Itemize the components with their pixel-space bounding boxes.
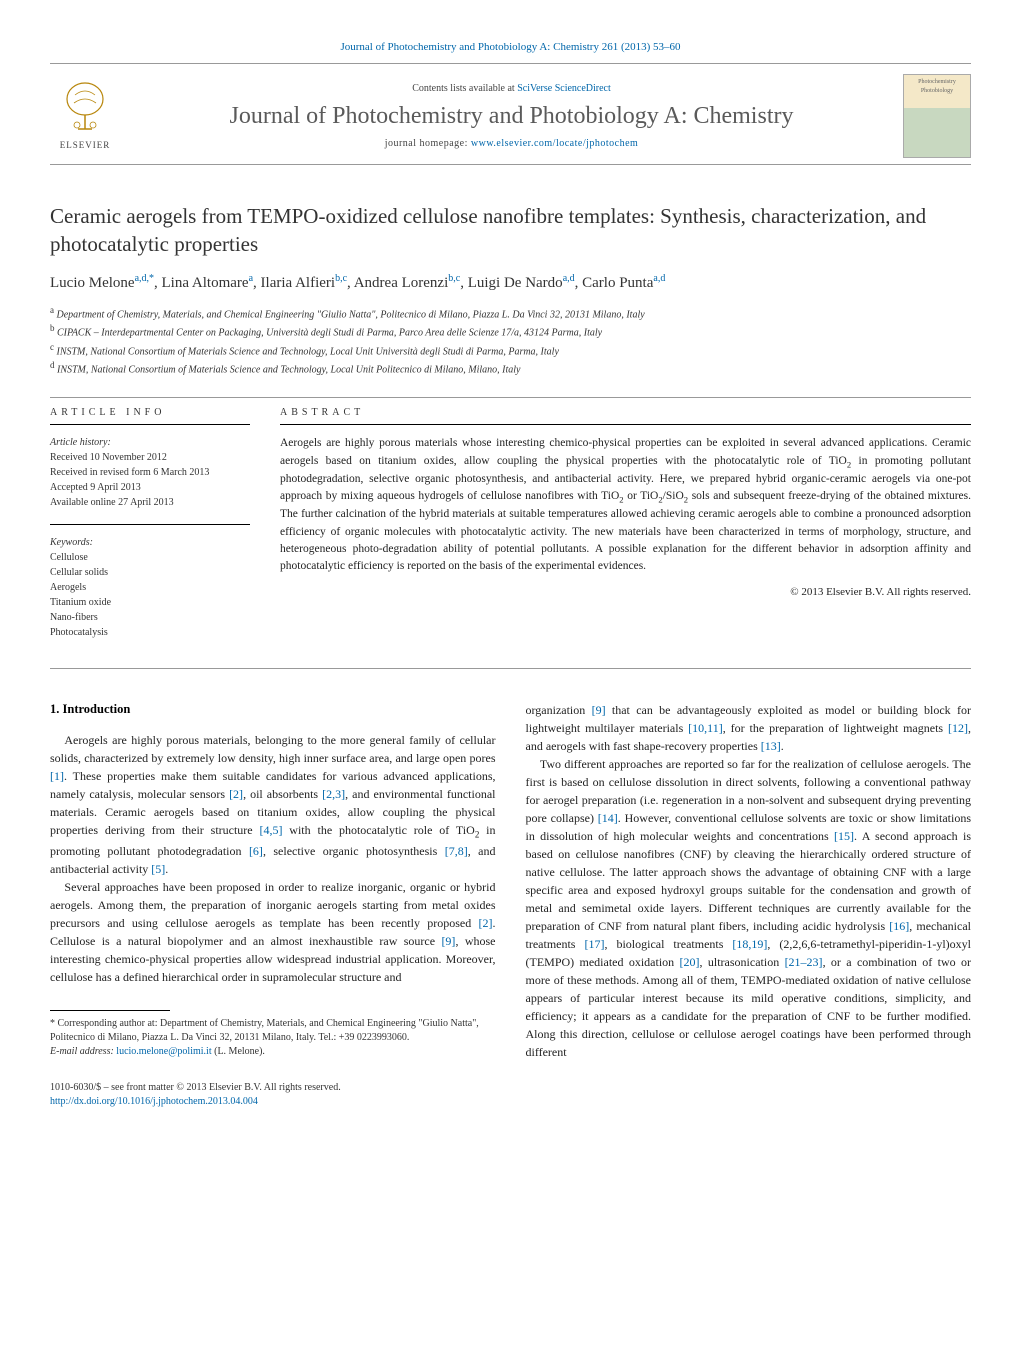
contents-prefix: Contents lists available at [412,83,517,94]
footnote-star: * [50,1018,55,1029]
elsevier-tree-icon [60,81,110,137]
body-column-right: organization [9] that can be advantageou… [526,701,972,1061]
copyright-line: © 2013 Elsevier B.V. All rights reserved… [280,585,971,600]
article-info-column: ARTICLE INFO Article history: Received 1… [50,406,250,654]
cover-text: Photochemistry Photobiology [907,78,967,95]
abstract-column: ABSTRACT Aerogels are highly porous mate… [280,406,971,654]
affiliation-line: c INSTM, National Consortium of Material… [50,341,971,359]
info-rule-1 [50,424,250,425]
homepage-prefix: journal homepage: [385,138,471,149]
intro-para-1: Aerogels are highly porous materials, be… [50,731,496,878]
affiliation-line: d INSTM, National Consortium of Material… [50,359,971,377]
body-columns: 1. Introduction Aerogels are highly poro… [50,701,971,1061]
affiliations: a Department of Chemistry, Materials, an… [50,304,971,377]
history-head: Article history: [50,435,250,450]
article-history: Article history: Received 10 November 20… [50,435,250,510]
journal-title: Journal of Photochemistry and Photobiolo… [130,102,893,131]
footnote-text: Corresponding author at: Department of C… [50,1018,479,1043]
sciencedirect-link[interactable]: SciVerse ScienceDirect [517,83,611,94]
issn-line: 1010-6030/$ – see front matter © 2013 El… [50,1081,971,1095]
rule-top [50,63,971,64]
article-info-label: ARTICLE INFO [50,406,250,420]
keyword-item: Aerogels [50,580,250,595]
masthead: ELSEVIER Contents lists available at Sci… [50,74,971,158]
corresponding-author-footnote: * Corresponding author at: Department of… [50,1017,496,1059]
doi-link[interactable]: http://dx.doi.org/10.1016/j.jphotochem.2… [50,1095,971,1109]
intro-para-2: Several approaches have been proposed in… [50,878,496,986]
history-line: Available online 27 April 2013 [50,495,250,510]
intro-para-4: Two different approaches are reported so… [526,755,972,1061]
intro-heading: 1. Introduction [50,701,496,719]
history-line: Received in revised form 6 March 2013 [50,465,250,480]
email-label: E-mail address: [50,1046,116,1057]
keywords-head: Keywords: [50,535,250,550]
history-line: Accepted 9 April 2013 [50,480,250,495]
intro-para-3: organization [9] that can be advantageou… [526,701,972,755]
keywords-block: Keywords: CelluloseCellular solidsAeroge… [50,535,250,640]
page-footer: 1010-6030/$ – see front matter © 2013 El… [50,1081,971,1109]
abstract-text: Aerogels are highly porous materials who… [280,435,971,575]
footnote-rule [50,1010,170,1011]
email-who: (L. Melone). [212,1046,265,1057]
elsevier-label: ELSEVIER [60,139,111,152]
keyword-item: Titanium oxide [50,595,250,610]
rule-above-info [50,397,971,398]
journal-homepage: journal homepage: www.elsevier.com/locat… [130,137,893,151]
history-line: Received 10 November 2012 [50,450,250,465]
author-list: Lucio Melonea,d,*, Lina Altomarea, Ilari… [50,272,971,294]
keyword-item: Nano-fibers [50,610,250,625]
journal-cover-thumbnail: Photochemistry Photobiology [903,74,971,158]
body-column-left: 1. Introduction Aerogels are highly poro… [50,701,496,1061]
journal-reference: Journal of Photochemistry and Photobiolo… [50,40,971,55]
keyword-item: Photocatalysis [50,625,250,640]
masthead-center: Contents lists available at SciVerse Sci… [120,82,903,151]
affiliation-line: b CIPACK – Interdepartmental Center on P… [50,322,971,340]
keyword-item: Cellular solids [50,565,250,580]
homepage-link[interactable]: www.elsevier.com/locate/jphotochem [471,138,638,149]
keyword-item: Cellulose [50,550,250,565]
rule-below-abstract [50,668,971,669]
contents-available: Contents lists available at SciVerse Sci… [130,82,893,96]
affiliation-line: a Department of Chemistry, Materials, an… [50,304,971,322]
article-title: Ceramic aerogels from TEMPO-oxidized cel… [50,203,971,258]
info-rule-2 [50,524,250,525]
corresponding-email-link[interactable]: lucio.melone@polimi.it [116,1046,211,1057]
abstract-rule [280,424,971,425]
info-abstract-row: ARTICLE INFO Article history: Received 1… [50,406,971,654]
elsevier-logo: ELSEVIER [50,76,120,156]
abstract-label: ABSTRACT [280,406,971,420]
rule-masthead-bottom [50,164,971,165]
